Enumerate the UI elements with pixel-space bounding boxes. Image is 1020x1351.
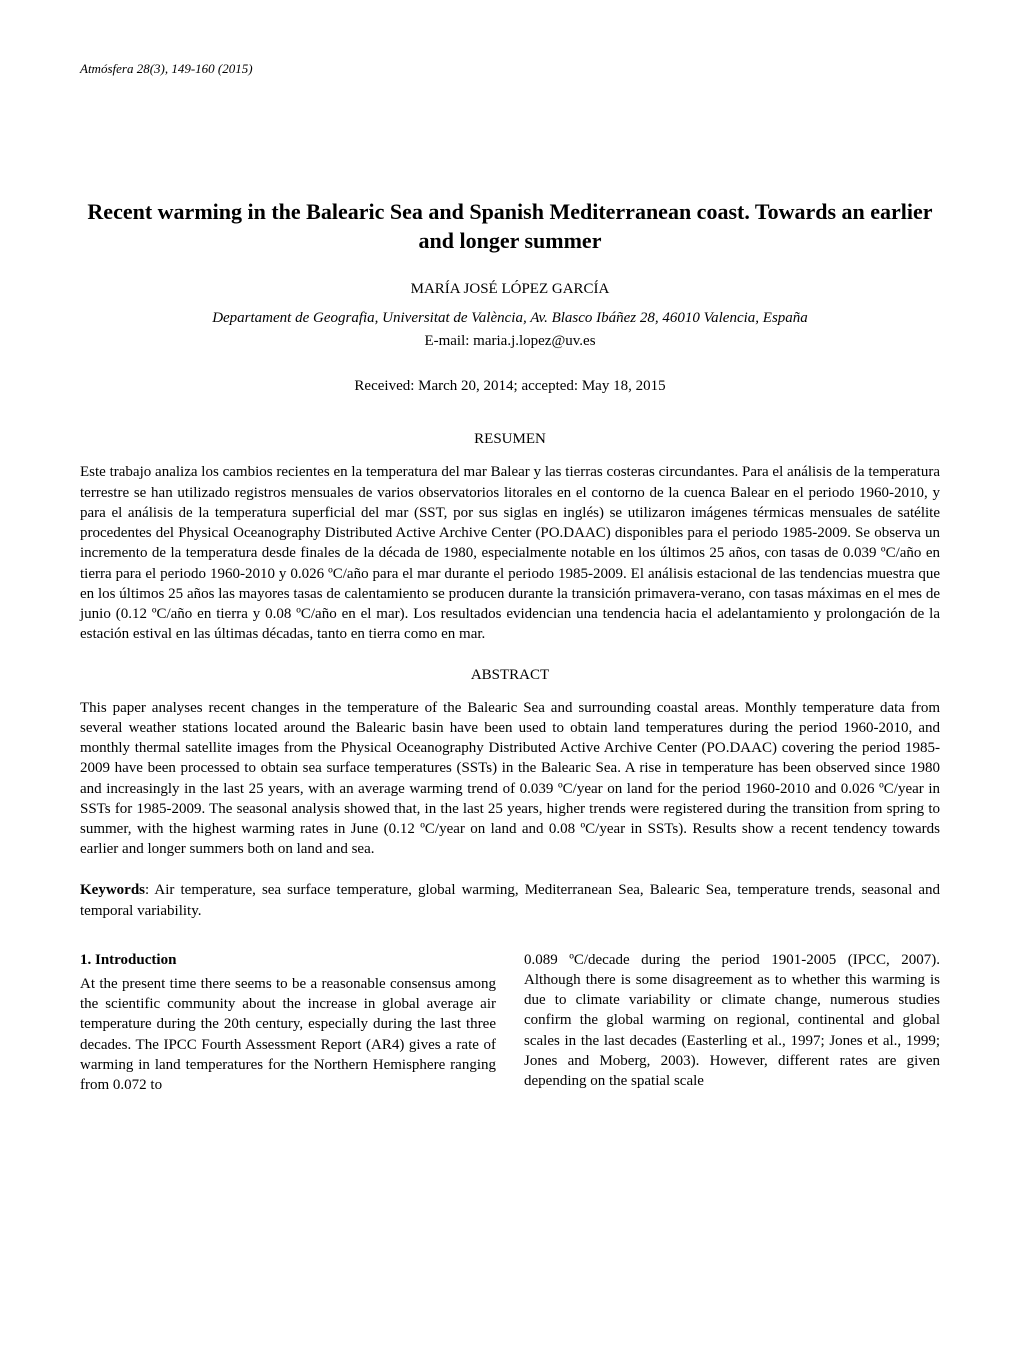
introduction-heading: 1. Introduction (80, 950, 496, 970)
resumen-heading: RESUMEN (80, 429, 940, 450)
intro-column-right: 0.089 ºC/decade during the period 1901-2… (524, 950, 940, 1096)
author-affiliation: Departament de Geografia, Universitat de… (80, 308, 940, 329)
abstract-text: This paper analyses recent changes in th… (80, 698, 940, 860)
intro-text-left: At the present time there seems to be a … (80, 976, 496, 1093)
keywords-line: Keywords: Air temperature, sea surface t… (80, 880, 940, 922)
intro-text-right: 0.089 ºC/decade during the period 1901-2… (524, 952, 940, 1090)
keywords-text: : Air temperature, sea surface temperatu… (80, 882, 940, 919)
journal-reference: Atmósfera 28(3), 149-160 (2015) (80, 60, 940, 78)
abstract-heading: ABSTRACT (80, 665, 940, 686)
author-email: E-mail: maria.j.lopez@uv.es (80, 331, 940, 352)
intro-column-left: 1. Introduction At the present time ther… (80, 950, 496, 1096)
keywords-label: Keywords (80, 882, 145, 898)
intro-columns: 1. Introduction At the present time ther… (80, 950, 940, 1096)
author-name: MARÍA JOSÉ LÓPEZ GARCÍA (80, 279, 940, 300)
paper-title: Recent warming in the Balearic Sea and S… (80, 198, 940, 255)
resumen-text: Este trabajo analiza los cambios recient… (80, 462, 940, 644)
submission-dates: Received: March 20, 2014; accepted: May … (80, 376, 940, 397)
